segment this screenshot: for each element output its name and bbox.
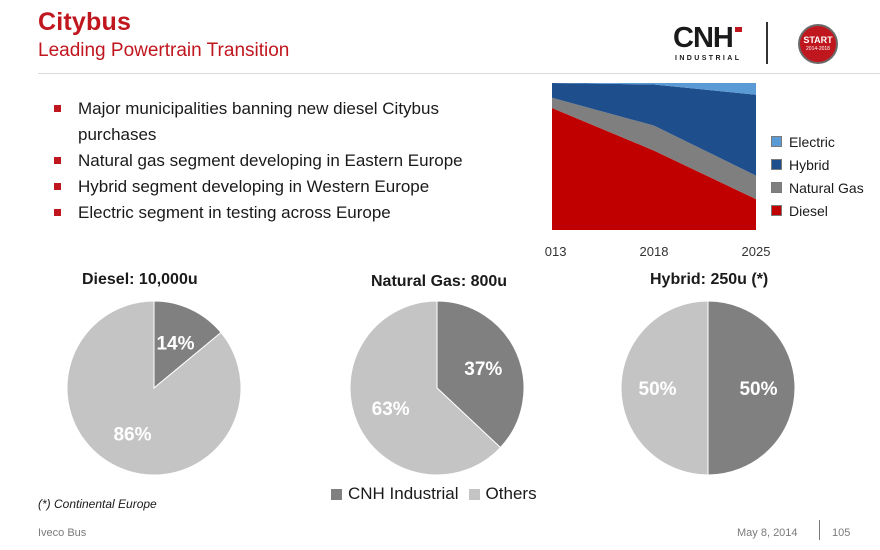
pie-legend-others-label: Others bbox=[485, 484, 537, 503]
legend-label-electric: Electric bbox=[789, 133, 835, 150]
pie-value-label: 37% bbox=[464, 359, 502, 380]
page-subtitle: Leading Powertrain Transition bbox=[38, 40, 290, 61]
pie-chart-hybrid: 50% 50% bbox=[620, 300, 796, 476]
area-series-natural-gas bbox=[552, 97, 756, 200]
pie-value-label: 86% bbox=[113, 425, 151, 446]
bullet-text: Hybrid segment developing in Western Eur… bbox=[78, 177, 430, 196]
legend-item-natural-gas: Natural Gas bbox=[771, 176, 864, 199]
logo-separator bbox=[766, 22, 768, 64]
area-series-diesel bbox=[552, 107, 756, 230]
pie-value-label: 14% bbox=[156, 333, 194, 354]
pie-value-label: 50% bbox=[639, 379, 677, 400]
legend-item-hybrid: Hybrid bbox=[771, 153, 864, 176]
legend-swatch-diesel bbox=[771, 205, 782, 216]
pie-legend-cnh-swatch bbox=[331, 488, 342, 500]
area-legend: Electric Hybrid Natural Gas Diesel bbox=[771, 130, 864, 222]
page-number: 105 bbox=[832, 527, 851, 539]
pie-legend-cnh-label: CNH Industrial bbox=[348, 484, 459, 503]
footer-divider bbox=[819, 520, 820, 540]
badge-text-years: 2014-2018 bbox=[806, 46, 830, 52]
legend-item-diesel: Diesel bbox=[771, 199, 864, 222]
bullet-text: Natural gas segment developing in Easter… bbox=[78, 151, 463, 170]
area-layers bbox=[552, 83, 756, 230]
bullet-square-icon bbox=[54, 183, 61, 190]
bullet-square-icon bbox=[54, 209, 61, 216]
area-x-axis: 2013 2018 2025 bbox=[545, 244, 770, 259]
badge-text-start: START bbox=[803, 35, 833, 45]
bullet-list: Major municipalities banning new diesel … bbox=[54, 96, 494, 226]
pie-legend-cnh: CNH Industrial bbox=[331, 484, 459, 504]
legend-item-electric: Electric bbox=[771, 130, 864, 153]
bullet-item: Major municipalities banning new diesel … bbox=[54, 96, 494, 148]
legend-label-natural-gas: Natural Gas bbox=[789, 179, 864, 196]
pie-slice-others bbox=[66, 300, 242, 476]
bullet-square-icon bbox=[54, 105, 61, 112]
pie-slice-cnh-industrial bbox=[153, 300, 222, 390]
footnote: (*) Continental Europe bbox=[38, 497, 157, 511]
pie-legend-others: Others bbox=[468, 484, 537, 504]
legend-swatch-hybrid bbox=[771, 159, 782, 170]
pie-value-label: 63% bbox=[372, 399, 410, 420]
start-badge-logo: START 2014-2018 bbox=[798, 24, 838, 64]
pie-title-natural-gas: Natural Gas: 800u bbox=[371, 273, 508, 290]
area-x-tick-label: 2025 bbox=[742, 244, 771, 259]
area-series-electric bbox=[552, 83, 756, 95]
bullet-square-icon bbox=[54, 157, 61, 164]
pie-slice-cnh-industrial bbox=[436, 300, 525, 449]
bullet-item: Natural gas segment developing in Easter… bbox=[54, 148, 494, 174]
legend-label-hybrid: Hybrid bbox=[789, 156, 830, 173]
pie-legend: CNH Industrial Others bbox=[331, 484, 547, 504]
pie-value-label: 50% bbox=[739, 379, 777, 400]
footer-date: May 8, 2014 bbox=[737, 527, 798, 539]
legend-label-diesel: Diesel bbox=[789, 202, 828, 219]
title-divider bbox=[38, 73, 880, 74]
legend-swatch-natural-gas bbox=[771, 182, 782, 193]
cnh-industrial-logo: CNH INDUSTRIAL bbox=[673, 22, 745, 66]
footer-brand: Iveco Bus bbox=[38, 527, 87, 539]
area-x-tick-label: 2013 bbox=[545, 244, 566, 259]
logo-red-mark bbox=[735, 27, 742, 32]
bullet-item: Hybrid segment developing in Western Eur… bbox=[54, 174, 494, 200]
bullet-item: Electric segment in testing across Europ… bbox=[54, 200, 494, 226]
powertrain-area-chart: 2013 2018 2025 bbox=[545, 83, 770, 259]
logo-subtext: INDUSTRIAL bbox=[675, 55, 742, 62]
pie-chart-natural-gas: 37% 63% bbox=[349, 300, 525, 476]
pie-slice-others bbox=[620, 300, 709, 476]
bullet-text: Electric segment in testing across Europ… bbox=[78, 203, 391, 222]
area-series-hybrid bbox=[552, 83, 756, 176]
pie-title-diesel: Diesel: 10,000u bbox=[82, 271, 198, 288]
pie-slice-others bbox=[349, 300, 502, 476]
legend-swatch-electric bbox=[771, 136, 782, 147]
pie-legend-others-swatch bbox=[468, 488, 480, 500]
bullet-text: Major municipalities banning new diesel … bbox=[78, 99, 439, 144]
page-title: Citybus bbox=[38, 8, 132, 36]
pie-title-hybrid: Hybrid: 250u (*) bbox=[650, 271, 769, 288]
pie-chart-diesel: 14% 86% bbox=[66, 300, 242, 476]
pie-slice-cnh-industrial bbox=[707, 300, 796, 476]
logo-wordmark: CNH bbox=[673, 22, 734, 54]
area-x-tick-label: 2018 bbox=[640, 244, 669, 259]
